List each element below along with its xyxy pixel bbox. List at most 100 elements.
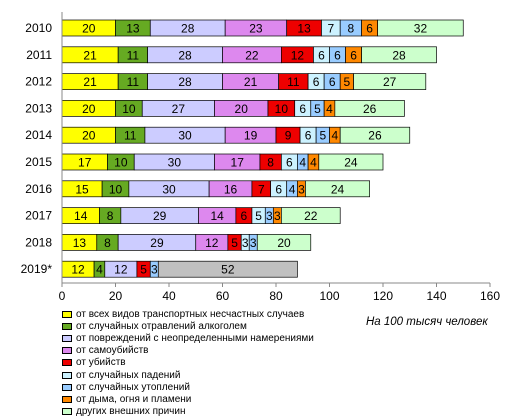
data-label: 21 (83, 75, 97, 89)
data-label: 3 (274, 209, 281, 223)
legend-swatch (62, 359, 72, 367)
data-label: 10 (114, 156, 128, 170)
data-label: 5 (140, 263, 147, 277)
x-tick-label: 160 (480, 289, 500, 303)
data-label: 26 (368, 129, 382, 143)
data-label: 8 (104, 236, 111, 250)
data-label: 27 (383, 75, 397, 89)
legend-item: от повреждений с неопределенными намерен… (62, 332, 362, 344)
legend-label: от убийств (76, 357, 126, 369)
legend-item: других внешних причин (62, 406, 362, 418)
data-label: 19 (244, 129, 258, 143)
bar-segment (334, 100, 405, 117)
category-label: 2012 (25, 75, 52, 89)
data-label: 32 (414, 22, 428, 36)
legend-swatch (62, 322, 72, 330)
legend-swatch (62, 383, 72, 391)
data-label: 20 (82, 129, 96, 143)
data-label: 15 (75, 182, 89, 196)
data-label: 4 (310, 156, 317, 170)
data-label: 13 (73, 236, 87, 250)
data-label: 5 (231, 236, 238, 250)
data-label: 10 (109, 182, 123, 196)
data-label: 3 (266, 209, 273, 223)
data-label: 13 (126, 22, 140, 36)
data-label: 30 (162, 182, 176, 196)
legend-label: от самоубийств (76, 345, 149, 357)
data-label: 4 (299, 156, 306, 170)
x-tick-label: 120 (373, 289, 393, 303)
legend-label: от случайных падений (76, 369, 181, 381)
legend-swatch (62, 334, 72, 342)
data-label: 11 (127, 75, 140, 89)
data-label: 27 (172, 102, 186, 116)
data-label: 20 (82, 22, 96, 36)
bar-segment (361, 46, 437, 64)
data-label: 4 (289, 182, 296, 196)
data-label: 11 (287, 75, 300, 89)
x-tick-label: 0 (59, 289, 66, 303)
legend-label: от случайных отравлений алкоголем (76, 320, 247, 332)
data-label: 5 (314, 102, 321, 116)
legend-item: от убийств (62, 357, 362, 369)
data-label: 4 (326, 102, 333, 116)
x-tick-label: 80 (269, 289, 283, 303)
data-label: 16 (224, 182, 238, 196)
category-label: 2015 (25, 155, 52, 169)
legend-swatch (62, 371, 72, 379)
units-note: На 100 тысяч человек (366, 316, 488, 328)
legend-swatch (62, 347, 72, 355)
data-label: 23 (249, 22, 263, 36)
bar-segment (353, 73, 427, 90)
x-tick-label: 20 (109, 289, 123, 303)
data-label: 20 (277, 236, 291, 250)
data-label: 28 (178, 48, 192, 62)
data-label: 10 (122, 102, 136, 116)
data-label: 6 (305, 129, 312, 143)
data-label: 24 (331, 182, 345, 196)
data-label: 28 (178, 75, 192, 89)
data-label: 6 (286, 156, 293, 170)
data-label: 12 (71, 263, 85, 277)
legend-item: от дыма, огня и пламени (62, 393, 362, 405)
data-label: 9 (285, 129, 292, 143)
category-label: 2011 (26, 48, 52, 62)
bar-segment (256, 234, 312, 251)
legend-label: других внешних причин (76, 406, 186, 418)
bar-segment (305, 180, 370, 198)
data-label: 29 (150, 236, 164, 250)
data-label: 11 (124, 129, 137, 143)
axes-group: 2010201120122013201420152016201720182019… (21, 12, 500, 303)
bar-segment (377, 19, 464, 37)
data-label: 6 (350, 48, 357, 62)
data-label: 3 (250, 236, 257, 250)
x-tick-label: 140 (426, 289, 446, 303)
legend-label: от случайных утоплений (76, 381, 190, 393)
data-label: 21 (83, 48, 97, 62)
data-label: 20 (82, 102, 96, 116)
data-label: 28 (392, 48, 406, 62)
legend-swatch (62, 408, 72, 416)
data-label: 28 (181, 22, 195, 36)
data-label: 10 (275, 102, 289, 116)
data-label: 13 (297, 22, 311, 36)
data-label: 8 (267, 156, 274, 170)
data-label: 30 (178, 129, 192, 143)
data-label: 24 (344, 156, 358, 170)
data-label: 17 (78, 156, 92, 170)
data-label: 6 (313, 75, 320, 89)
data-label: 30 (168, 156, 182, 170)
data-label: 22 (304, 209, 318, 223)
data-label: 7 (327, 22, 334, 36)
data-label: 8 (348, 22, 355, 36)
legend-item: от случайных падений (62, 369, 362, 381)
data-label: 3 (298, 182, 305, 196)
data-label: 6 (318, 48, 325, 62)
data-label: 6 (334, 48, 341, 62)
data-label: 5 (319, 129, 326, 143)
data-label: 21 (244, 75, 258, 89)
data-label: 8 (107, 209, 114, 223)
data-label: 12 (291, 48, 305, 62)
data-label: 26 (363, 102, 377, 116)
